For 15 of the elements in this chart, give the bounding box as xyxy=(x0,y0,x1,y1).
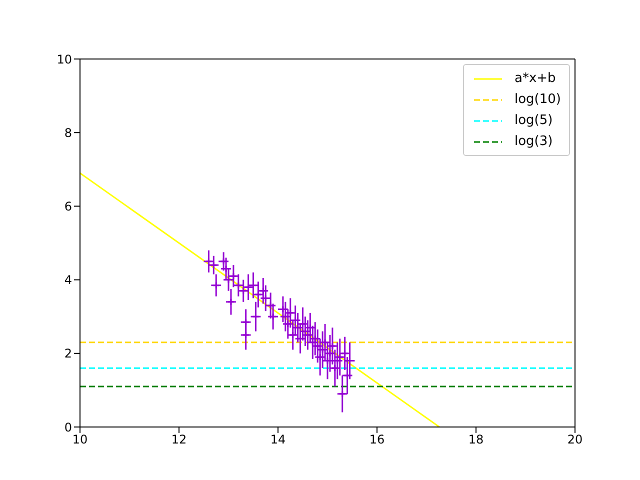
legend-label: a*x+b xyxy=(514,70,556,88)
x-tick-label: 20 xyxy=(567,432,583,447)
x-tick-label: 14 xyxy=(270,432,286,447)
legend-label: log(3) xyxy=(514,133,553,151)
y-tick-label: 2 xyxy=(64,346,72,361)
x-tick-label: 18 xyxy=(468,432,484,447)
y-tick-label: 4 xyxy=(64,273,72,288)
y-tick-label: 10 xyxy=(56,52,72,66)
x-tick-label: 12 xyxy=(171,432,187,447)
y-tick-label: 0 xyxy=(64,420,72,434)
y-tick-label: 6 xyxy=(64,199,72,214)
y-tick-label: 8 xyxy=(64,126,72,140)
x-tick-label: 16 xyxy=(369,432,385,447)
legend-label: log(10) xyxy=(514,91,561,109)
legend-label: log(5) xyxy=(514,112,553,130)
